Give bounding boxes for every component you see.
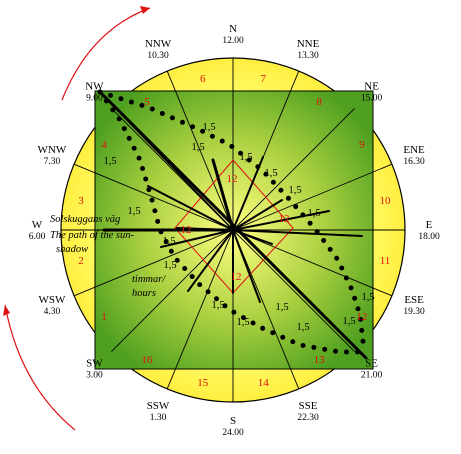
sector-number-6: 6 <box>200 73 206 85</box>
time-nne: 13.30 <box>297 51 319 61</box>
time-e: 18.00 <box>418 232 440 242</box>
label-hours-2: hours <box>132 288 156 299</box>
sector-number-8: 8 <box>316 96 322 108</box>
direction-wsw: WSW <box>38 294 66 306</box>
arrow-top <box>61 6 151 101</box>
compass-spokes <box>61 58 405 402</box>
time-nw: 9.00 <box>86 93 103 103</box>
spoke-ssw <box>166 229 234 390</box>
sector-number-14: 14 <box>258 377 270 389</box>
label-swedish: Solskuggans väg <box>50 214 120 225</box>
hour-value-label: 1,5 <box>288 185 301 196</box>
time-ene: 16.30 <box>403 157 425 167</box>
hour-value-label: 1,5 <box>307 208 320 219</box>
direction-sse: SSE <box>299 400 318 412</box>
direction-ene: ENE <box>403 144 425 156</box>
hour-value-label: 1,5 <box>211 300 224 311</box>
direction-se: SE <box>365 358 378 370</box>
hour-value-label: 1,5 <box>127 206 140 217</box>
noon-marker-north: 12 <box>227 173 238 185</box>
direction-wnw: WNW <box>38 144 67 156</box>
sector-number-2: 2 <box>78 255 84 267</box>
time-sw: 3.00 <box>86 371 103 381</box>
spoke-se <box>232 229 355 352</box>
spoke-ese <box>232 229 393 297</box>
spoke-sw <box>111 229 234 352</box>
hour-value-label: 1,5 <box>296 322 309 333</box>
direction-s: S <box>230 415 236 427</box>
time-sse: 22.30 <box>297 413 319 423</box>
noon-marker-east: 12 <box>279 213 290 225</box>
sector-number-10: 10 <box>380 195 392 207</box>
time-ssw: 1.30 <box>150 413 167 423</box>
hour-value-label: 1,5 <box>275 302 288 313</box>
label-english-2: shadow <box>56 244 88 255</box>
hour-value-label: 1,5 <box>264 168 277 179</box>
sector-number-12: 12 <box>356 311 367 323</box>
label-english-1: The path of the sun- <box>50 230 134 241</box>
sector-number-15: 15 <box>197 377 209 389</box>
time-n: 12.00 <box>222 36 244 46</box>
sector-number-11: 11 <box>380 255 391 267</box>
sector-number-7: 7 <box>260 73 266 85</box>
hour-value-label: 1,5 <box>239 152 252 163</box>
explanatory-labels: Solskuggans väg The path of the sun- sha… <box>50 214 166 299</box>
time-w: 6.00 <box>29 232 46 242</box>
sector-number-3: 3 <box>78 195 84 207</box>
spoke-ene <box>232 163 393 231</box>
spoke-wnw <box>73 163 234 231</box>
hour-value-label: 1,5 <box>236 317 249 328</box>
sector-number-5: 5 <box>144 96 150 108</box>
arrow-bottom-left <box>3 304 76 431</box>
compass-direction-labels: N12.00 NNE13.30NE15.00ENE16.30E18.00ESE19… <box>29 23 440 438</box>
direction-sw: SW <box>86 358 103 370</box>
sector-number-13: 13 <box>314 354 326 366</box>
direction-ssw: SSW <box>147 400 170 412</box>
hour-value-label: 1,5 <box>202 122 215 133</box>
hour-value-label: 1,5 <box>162 236 175 247</box>
time-nnw: 10.30 <box>147 51 169 61</box>
time-s: 24.00 <box>222 428 244 438</box>
shadow-lines <box>98 90 368 360</box>
hour-value-label: 1,5 <box>342 316 355 327</box>
direction-w: W <box>32 219 43 231</box>
direction-n: N <box>229 23 237 35</box>
direction-ne: NE <box>364 80 379 92</box>
sector-number-4: 4 <box>101 139 107 151</box>
hour-value-labels: 1,51,51,51,51,51,51,51,51,51,51,51,51,51… <box>103 122 374 333</box>
noon-marker-west: 12 <box>181 224 192 236</box>
hour-value-label: 1,5 <box>361 292 374 303</box>
time-ese: 19.30 <box>403 307 425 317</box>
spoke-wsw <box>73 229 234 297</box>
spoke-ne <box>232 108 355 231</box>
dotted-shadow-paths <box>97 89 367 355</box>
direction-nw: NW <box>85 80 104 92</box>
spoke-nnw <box>166 70 234 231</box>
hour-value-label: 1,5 <box>163 260 176 271</box>
noon-marker-south: 12 <box>231 271 242 283</box>
hour-value-label: 1,5 <box>191 142 204 153</box>
direction-ese: ESE <box>404 294 424 306</box>
time-se: 21.00 <box>361 371 383 381</box>
time-ne: 15.00 <box>361 93 383 103</box>
direction-nne: NNE <box>297 38 320 50</box>
direction-e: E <box>426 219 433 231</box>
label-hours-1: timmar/ <box>132 274 166 285</box>
time-wnw: 7.30 <box>44 157 61 167</box>
hour-value-label: 1,5 <box>103 156 116 167</box>
noon-markers: 12 12 12 12 <box>181 173 290 283</box>
time-wsw: 4.30 <box>44 307 61 317</box>
direction-nnw: NNW <box>145 38 172 50</box>
sector-number-16: 16 <box>141 354 153 366</box>
sector-number-1: 1 <box>101 311 107 323</box>
sector-number-9: 9 <box>359 139 365 151</box>
